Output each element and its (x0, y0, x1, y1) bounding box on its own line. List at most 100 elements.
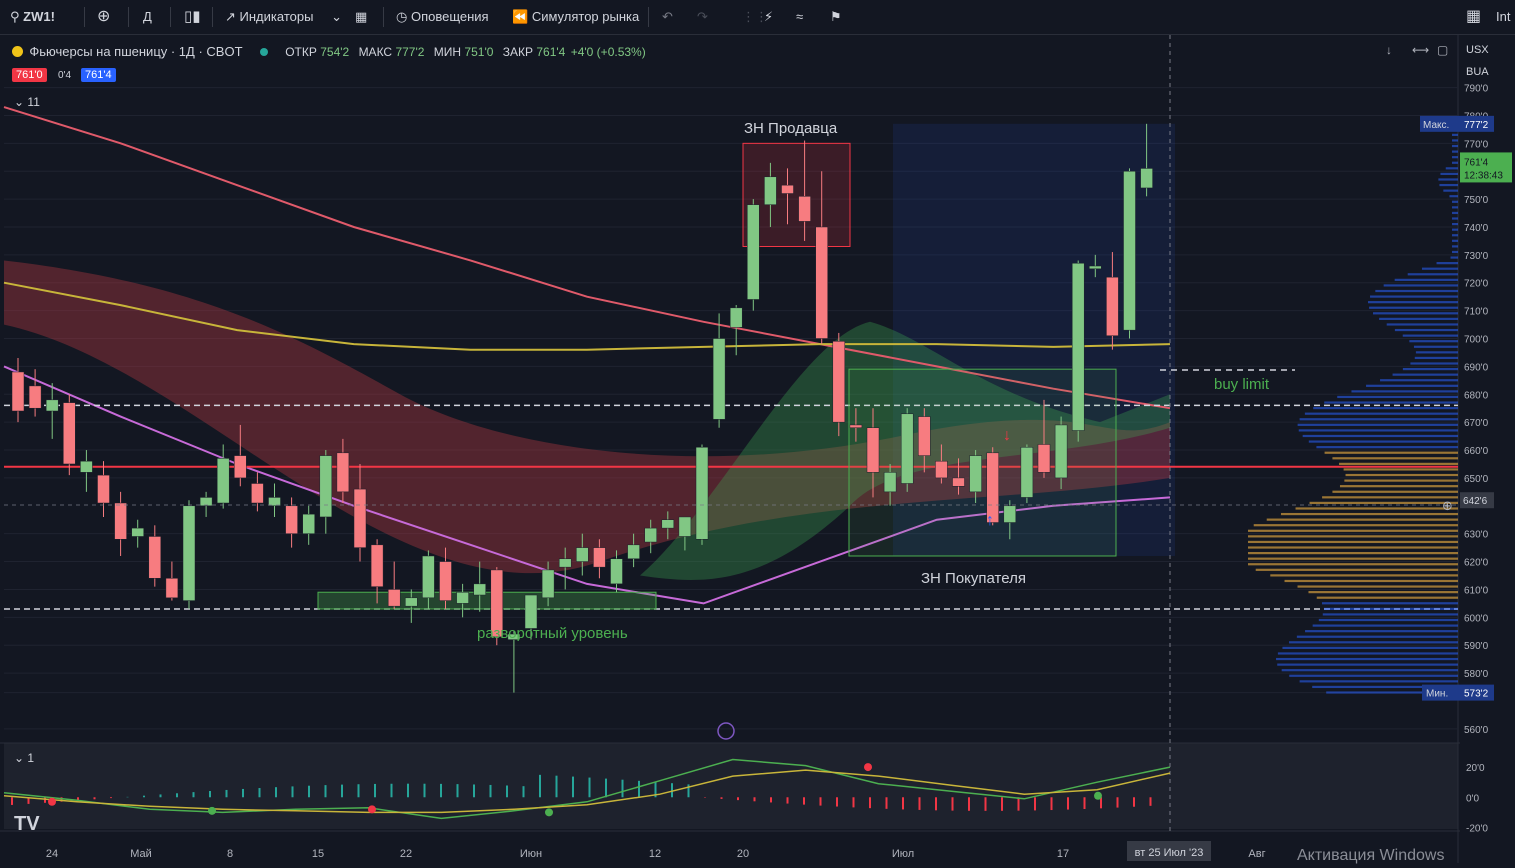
candle-body (1071, 262, 1085, 431)
ma-fast-line (3, 365, 1171, 605)
templates-grid-icon[interactable]: ▦ (355, 9, 368, 24)
candle (593, 539, 606, 579)
volume-profile-row (1299, 680, 1458, 683)
collapse-icon[interactable]: ⟷ (1412, 43, 1430, 57)
download-icon[interactable]: ↓ (1386, 43, 1392, 57)
indicators-button[interactable]: ↗ Индикаторы ⌄ (225, 0, 342, 34)
toolbar-divider (128, 7, 129, 27)
undo-icon[interactable]: ↶ (662, 9, 673, 24)
volume-profile-row (1445, 167, 1458, 170)
oscillator-collapse-button[interactable]: ⌄ 1 (14, 751, 34, 765)
time-cursor-badge (1127, 841, 1211, 861)
candle-body (764, 176, 777, 205)
candle-body (353, 488, 367, 548)
volume-profile-row (1436, 262, 1458, 265)
drag-handle-icon[interactable]: ⋮⋮ (742, 9, 768, 24)
max-badge (1420, 115, 1460, 132)
maximize-icon[interactable]: ▢ (1437, 43, 1449, 57)
volume-profile-row (1289, 674, 1458, 677)
candle (251, 472, 264, 512)
time-tick-label: 17 (1057, 848, 1069, 860)
candle (1071, 260, 1085, 442)
flag-drawing-icon[interactable]: ⚑ (830, 9, 842, 24)
volume-profile-row (1402, 334, 1458, 337)
candle-body (11, 371, 25, 412)
candle (1123, 168, 1136, 339)
candle-body (541, 569, 555, 599)
volume-profile-row (1379, 317, 1458, 320)
crosshair-add-icon: ⊕ (1442, 498, 1453, 513)
compare-add-icon[interactable]: ⊕ (97, 8, 111, 25)
candle (473, 561, 486, 612)
price-tick-label: 790'0 (1464, 84, 1489, 95)
indicators-collapse-button[interactable]: ⌄ 11 (14, 95, 40, 109)
volume-profile-row (1332, 490, 1458, 493)
symbol-search-button[interactable]: ⚲ ZW1! (10, 0, 55, 34)
layout-grid-icon[interactable]: ▦ (1466, 8, 1482, 25)
volume-profile-row (1372, 312, 1458, 315)
ma-mid-line (3, 281, 1171, 351)
volume-profile-row (1383, 284, 1458, 287)
spread-value: 0'4 (58, 70, 72, 81)
volume-profile-row (1248, 529, 1458, 532)
redo-icon[interactable]: ↷ (697, 9, 708, 24)
oscillator-cross-dot (545, 808, 553, 817)
volume-profile-row (1407, 273, 1458, 276)
volume-profile-row (1394, 278, 1458, 281)
oscillator-cross-dot (1094, 791, 1102, 800)
price-tick-label: 720'0 (1464, 279, 1489, 290)
pattern-drawing-icon[interactable]: ⚡ (764, 9, 774, 24)
candle (439, 547, 452, 609)
volume-profile-row (1326, 691, 1458, 694)
unit-tag[interactable]: BUA (1466, 66, 1489, 78)
candle (798, 140, 811, 241)
volume-profile-row (1323, 607, 1458, 610)
chart-area[interactable]: ↓↑⊕790'0780'0770'0760'0750'0740'0730'072… (0, 35, 1515, 864)
candle (302, 505, 315, 545)
candle (1106, 252, 1119, 350)
volume-profile-row (1280, 512, 1458, 516)
volume-profile-row (1248, 563, 1458, 566)
interval-button[interactable]: Д (143, 9, 152, 24)
min-value: 573'2 (1464, 689, 1489, 700)
replay-button[interactable]: ⏪ Симулятор рынка (512, 0, 639, 34)
candle-body (695, 446, 709, 540)
volume-profile-row (1413, 345, 1458, 348)
volume-profile-row (1305, 630, 1458, 633)
candle (764, 162, 777, 227)
right-menu-label[interactable]: Int (1496, 9, 1511, 24)
candle-body (251, 483, 264, 504)
legend-row: Фьючерсы на пшеницу · 1Д · CBOT ОТКР 754… (12, 44, 646, 59)
bid-badge[interactable]: 761'0 (12, 68, 47, 82)
candle (524, 594, 538, 640)
countdown-label: 12:38:43 (1464, 170, 1503, 181)
volume-profile-row (1248, 535, 1458, 538)
toolbar-divider (212, 7, 213, 27)
forecast-drawing-icon[interactable]: ≈ (796, 9, 804, 24)
candle-body (148, 536, 162, 579)
candle (918, 408, 931, 473)
candle-body (866, 427, 880, 473)
candle (507, 631, 521, 693)
currency-tag[interactable]: USX (1466, 44, 1489, 56)
chart-type-icon[interactable]: ▯▮ (184, 8, 201, 25)
price-tick-label: 730'0 (1464, 251, 1489, 262)
candle (234, 424, 247, 487)
volume-profile-row (1452, 206, 1458, 209)
price-tick-label: 750'0 (1464, 195, 1489, 206)
volume-profile-row (1339, 485, 1458, 488)
candle-body (131, 527, 144, 537)
candle-body (1003, 505, 1017, 523)
candle (781, 168, 794, 225)
candle-body (524, 594, 538, 629)
alerts-button[interactable]: ◷ Оповещения (396, 0, 489, 34)
candle-body (28, 385, 42, 409)
candle (422, 550, 435, 609)
candle (952, 458, 965, 495)
volume-profile-row (1308, 591, 1458, 594)
candle (1089, 254, 1102, 278)
candle (1020, 444, 1034, 504)
price-chart[interactable]: ↓↑⊕790'0780'0770'0760'0750'0740'0730'072… (0, 35, 1515, 863)
ask-badge[interactable]: 761'4 (81, 68, 116, 82)
volume-profile-row (1415, 351, 1458, 354)
